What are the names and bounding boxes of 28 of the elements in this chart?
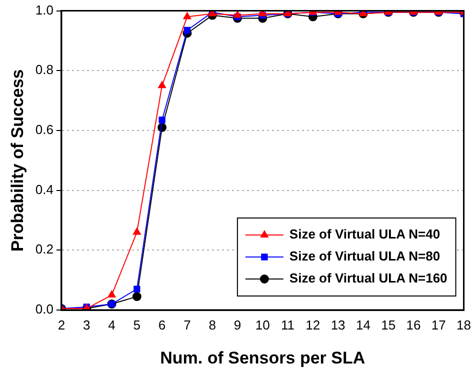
y-tick-label: 0.2: [35, 242, 54, 257]
x-tick-label: 10: [255, 317, 270, 332]
x-tick-label: 17: [431, 317, 446, 332]
x-tick-label: 5: [133, 317, 141, 332]
x-tick-label: 14: [356, 317, 370, 332]
y-tick-label: 0.8: [35, 62, 54, 78]
y-axis-title: Probability of Success: [8, 69, 27, 252]
x-tick-label: 12: [306, 317, 320, 332]
x-tick-label: 7: [184, 317, 191, 332]
x-tick-label: 2: [58, 317, 66, 332]
x-axis-title: Num. of Sensors per SLA: [160, 348, 366, 368]
x-tick-label: 9: [234, 317, 242, 332]
x-tick-label: 13: [330, 317, 346, 332]
y-tick-label: 0.4: [35, 182, 54, 197]
x-tick-label: 6: [158, 317, 166, 332]
y-tick-label: 0.6: [35, 122, 54, 138]
x-tick-label: 8: [208, 317, 216, 332]
y-tick-label: 1.0: [35, 2, 54, 18]
legend-label: Size of Virtual ULA N=80: [289, 248, 440, 264]
x-tick-label: 11: [281, 317, 295, 332]
y-tick-label: 0.0: [35, 302, 54, 317]
legend-label: Size of Virtual ULA N=40: [289, 226, 440, 242]
x-tick-label: 16: [406, 317, 421, 332]
x-tick-label: 15: [381, 317, 396, 332]
x-tick-label: 3: [83, 317, 90, 332]
x-tick-label: 4: [108, 317, 116, 332]
legend-label: Size of Virtual ULA N=160: [289, 270, 448, 286]
x-tick-label: 18: [456, 317, 472, 332]
